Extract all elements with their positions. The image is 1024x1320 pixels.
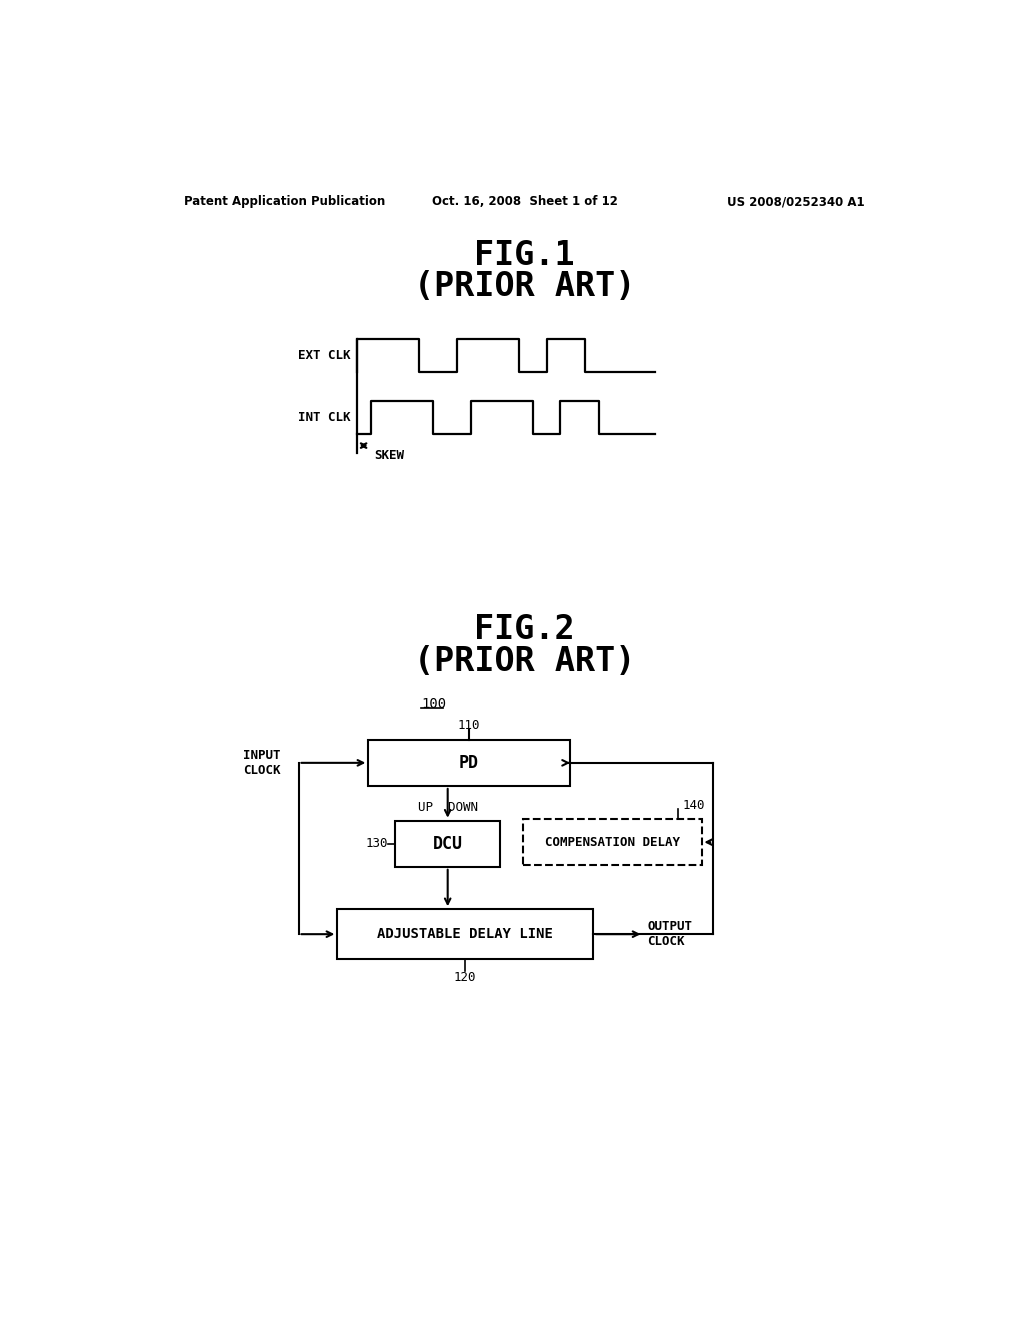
- Text: 140: 140: [682, 799, 705, 812]
- Bar: [337, 909, 593, 960]
- Text: INT CLK: INT CLK: [298, 411, 350, 424]
- Bar: [369, 739, 569, 785]
- Text: (PRIOR ART): (PRIOR ART): [414, 645, 636, 678]
- Text: 110: 110: [458, 719, 480, 733]
- Text: ADJUSTABLE DELAY LINE: ADJUSTABLE DELAY LINE: [377, 927, 553, 941]
- Text: Oct. 16, 2008  Sheet 1 of 12: Oct. 16, 2008 Sheet 1 of 12: [432, 195, 617, 209]
- Bar: [395, 821, 500, 867]
- Text: EXT CLK: EXT CLK: [298, 348, 350, 362]
- Text: OUTPUT
CLOCK: OUTPUT CLOCK: [647, 920, 692, 948]
- Text: PD: PD: [459, 754, 479, 772]
- Text: DCU: DCU: [433, 834, 463, 853]
- Text: 120: 120: [454, 970, 476, 983]
- Text: US 2008/0252340 A1: US 2008/0252340 A1: [727, 195, 864, 209]
- Text: COMPENSATION DELAY: COMPENSATION DELAY: [545, 836, 680, 849]
- Text: FIG.1: FIG.1: [474, 239, 575, 272]
- Text: UP  DOWN: UP DOWN: [418, 801, 477, 814]
- Text: INPUT
CLOCK: INPUT CLOCK: [243, 748, 281, 777]
- Text: SKEW: SKEW: [375, 449, 404, 462]
- Text: 100: 100: [421, 697, 446, 711]
- Text: 130: 130: [366, 837, 388, 850]
- Text: Patent Application Publication: Patent Application Publication: [183, 195, 385, 209]
- Text: (PRIOR ART): (PRIOR ART): [414, 271, 636, 304]
- Bar: [523, 818, 701, 866]
- Text: FIG.2: FIG.2: [474, 612, 575, 645]
